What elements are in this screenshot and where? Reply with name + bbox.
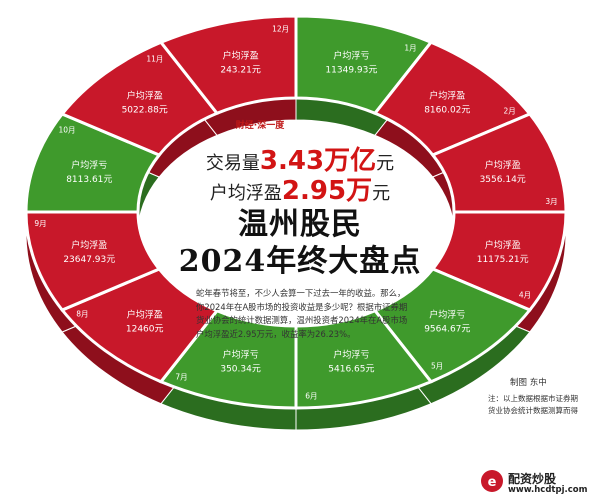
avg-label: 户均浮盈 [209,183,282,204]
volume-unit: 元 [376,153,395,174]
segment-value-3: 3556.14元 [480,175,526,185]
brand-logo-icon: e [481,470,503,492]
month-label-8: 8月 [76,309,88,318]
svg-text:e: e [488,475,497,490]
segment-value-2: 8160.02元 [424,105,470,115]
ring-top [24,14,568,410]
segment-label-9: 户均浮盈 [71,239,107,251]
brand-name: 配资炒股 [508,472,557,486]
month-label-12: 12月 [272,24,289,33]
credit-text: 制图 东中 [510,378,547,388]
segment-value-9: 23647.93元 [63,255,115,265]
segment-label-11: 户均浮盈 [127,89,163,101]
month-label-1: 1月 [404,43,416,52]
segment-label-3: 户均浮盈 [485,159,521,171]
segment-label-8: 户均浮盈 [127,309,163,321]
month-label-2: 2月 [503,107,515,116]
source-note: 注：以上数据根据市证券期货业协会统计数据测算而得 [488,394,578,415]
segment-value-1: 11349.93元 [325,65,377,75]
month-label-11: 11月 [146,55,163,64]
page-title-line1: 温州股民 [238,207,362,242]
month-label-6: 6月 [305,392,317,401]
segment-label-1: 户均浮亏 [333,49,369,61]
tag-left: 财经 [235,121,254,131]
segment-label-2: 户均浮盈 [429,89,465,101]
month-label-5: 5月 [431,362,443,371]
segment-value-7: 350.34元 [220,365,261,375]
month-label-9: 9月 [34,219,46,228]
segment-value-12: 243.21元 [220,65,261,75]
column-tag: 财经·深一度 [200,118,320,131]
segment-label-7: 户均浮亏 [223,349,259,361]
segment-value-4: 11175.21元 [477,255,529,265]
segment-label-5: 户均浮亏 [429,309,465,321]
avg-unit: 元 [372,183,391,204]
volume-label: 交易量 [205,153,260,174]
month-label-3: 3月 [545,197,557,206]
segment-label-12: 户均浮盈 [223,49,259,61]
avg-value: 2.95万 [281,176,373,206]
segment-value-5: 9564.67元 [424,325,470,335]
tag-dot: · [253,121,258,131]
segment-label-6: 户均浮亏 [333,349,369,361]
segment-label-4: 户均浮盈 [485,239,521,251]
month-label-10: 10月 [58,126,75,135]
avg-line: 户均浮盈2.95万元 [160,170,440,207]
intro-paragraph: 蛇年春节将至，不少人会算一下过去一年的收益。那么，你2024年在A股市场的投资收… [196,288,408,339]
segment-value-10: 8113.61元 [66,175,112,185]
segment-value-6: 5416.65元 [328,365,374,375]
volume-value: 3.43万亿 [259,146,377,176]
brand-site: www.hcdtpj.com [508,485,588,495]
tag-right: 深一度 [257,121,285,131]
month-label-7: 7月 [175,373,187,382]
donut-segment-12 [158,14,298,116]
month-label-4: 4月 [519,290,531,299]
page-title-line2: 2024年终大盘点 [178,244,422,279]
volume-line: 交易量3.43万亿元 [160,140,440,177]
segment-value-8: 12460元 [126,325,164,335]
segment-label-10: 户均浮亏 [71,159,107,171]
segment-value-11: 5022.88元 [122,105,168,115]
